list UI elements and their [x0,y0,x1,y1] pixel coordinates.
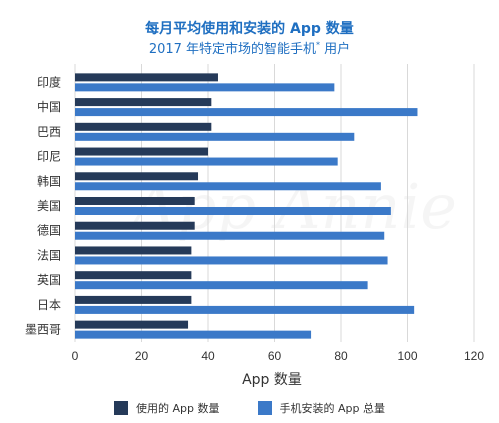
bar-installed [75,256,388,265]
bar-installed [75,157,338,166]
bar-installed [75,231,385,240]
bar-installed [75,305,415,314]
category-label: 法国 [37,248,61,262]
legend: 使用的 App 数量 手机安装的 App 总量 [0,400,499,416]
x-axis-label: App 数量 [242,372,302,388]
bar-installed [75,182,381,191]
bar-installed [75,132,355,141]
bar-chart: App Annie 0 20 40 60 80 100 120 印度中国巴西印尼韩国美国德国法国… [25,64,484,388]
category-label: 巴西 [37,125,61,139]
legend-label-used: 使用的 App 数量 [136,402,220,415]
bar-installed [75,83,335,92]
legend-swatch-installed [257,401,272,415]
chart-title: 每月平均使用和安装的 App 数量 [145,21,354,37]
category-label: 韩国 [37,173,61,188]
category-label: 中国 [37,99,61,114]
legend-item-used: 使用的 App 数量 [114,400,220,416]
legend-label-installed: 手机安装的 App 总量 [279,402,385,415]
x-tick-label: 40 [201,349,215,363]
x-tick-label: 20 [135,349,149,363]
bar-used [75,73,218,82]
legend-swatch-used [114,401,129,415]
bar-installed [75,281,368,290]
bar-installed [75,207,391,215]
bar-installed [75,330,312,339]
bar-used [75,295,192,304]
category-label: 德国 [37,223,61,238]
x-tick-label: 80 [334,349,348,363]
chart-subtitle: 2017 年特定市场的智能手机* 用户 [0,38,499,57]
x-tick-label: 100 [397,349,417,363]
x-tick-label: 120 [464,349,484,363]
chart-subtitle-superscript: * [316,40,321,50]
category-label: 美国 [37,199,61,213]
chart-subtitle-suffix: 用户 [320,42,351,57]
bar-used [75,122,212,131]
watermark: App Annie [127,170,457,243]
x-tick-label: 0 [72,349,79,363]
x-tick-label: 60 [268,349,282,363]
bar-used [75,221,195,230]
category-label: 英国 [37,273,61,287]
bar-used [75,197,195,205]
bar-used [75,246,192,255]
category-label: 日本 [37,298,61,312]
bar-used [75,271,192,280]
chart-subtitle-text: 2017 年特定市场的智能手机 [148,42,317,57]
category-label: 墨西哥 [25,323,61,337]
category-label: 印尼 [37,150,61,164]
bar-used [75,98,212,107]
bar-used [75,147,208,156]
bar-used [75,172,199,181]
category-label: 印度 [37,74,61,89]
bar-used [75,320,189,329]
legend-item-installed: 手机安装的 App 总量 [257,400,385,416]
bar-installed [75,108,418,117]
